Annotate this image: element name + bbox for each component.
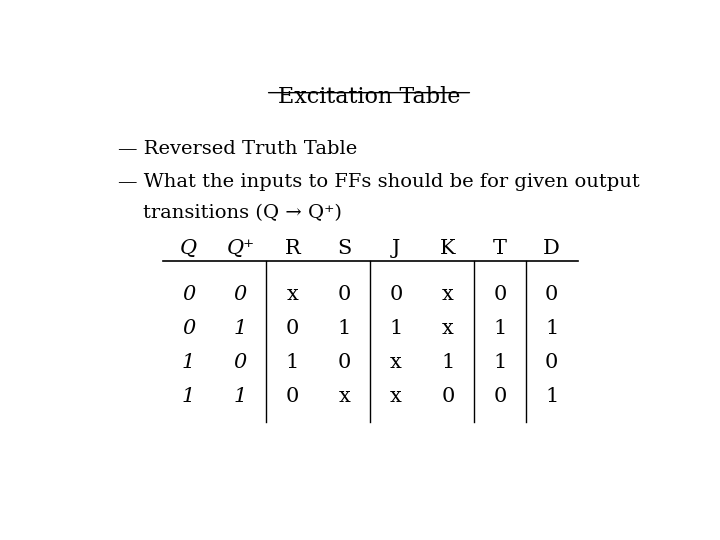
Text: 1: 1 bbox=[182, 387, 195, 406]
Text: 0: 0 bbox=[234, 285, 247, 304]
Text: 0: 0 bbox=[338, 353, 351, 372]
Text: S: S bbox=[337, 239, 351, 258]
Text: transitions (Q → Q⁺): transitions (Q → Q⁺) bbox=[118, 204, 342, 222]
Text: T: T bbox=[493, 239, 507, 258]
Text: Q⁺: Q⁺ bbox=[226, 239, 254, 258]
Text: 1: 1 bbox=[545, 319, 559, 338]
Text: 0: 0 bbox=[493, 285, 507, 304]
Text: 0: 0 bbox=[182, 285, 195, 304]
Text: 0: 0 bbox=[182, 319, 195, 338]
Text: x: x bbox=[390, 387, 402, 406]
Text: 0: 0 bbox=[441, 387, 454, 406]
Text: 1: 1 bbox=[286, 353, 299, 372]
Text: 1: 1 bbox=[338, 319, 351, 338]
Text: 0: 0 bbox=[545, 285, 559, 304]
Text: 0: 0 bbox=[493, 387, 507, 406]
Text: 0: 0 bbox=[286, 319, 299, 338]
Text: x: x bbox=[442, 285, 454, 304]
Text: 1: 1 bbox=[545, 387, 559, 406]
Text: — What the inputs to FFs should be for given output: — What the inputs to FFs should be for g… bbox=[118, 173, 639, 191]
Text: 0: 0 bbox=[286, 387, 299, 406]
Text: 1: 1 bbox=[390, 319, 402, 338]
Text: 0: 0 bbox=[234, 353, 247, 372]
Text: R: R bbox=[284, 239, 300, 258]
Text: D: D bbox=[544, 239, 560, 258]
Text: 0: 0 bbox=[545, 353, 559, 372]
Text: 1: 1 bbox=[182, 353, 195, 372]
Text: x: x bbox=[390, 353, 402, 372]
Text: K: K bbox=[440, 239, 456, 258]
Text: 0: 0 bbox=[390, 285, 402, 304]
Text: 1: 1 bbox=[234, 387, 247, 406]
Text: Excitation Table: Excitation Table bbox=[278, 85, 460, 107]
Text: Q: Q bbox=[180, 239, 197, 258]
Text: 1: 1 bbox=[493, 353, 507, 372]
Text: 0: 0 bbox=[338, 285, 351, 304]
Text: — Reversed Truth Table: — Reversed Truth Table bbox=[118, 140, 357, 158]
Text: 1: 1 bbox=[493, 319, 507, 338]
Text: x: x bbox=[287, 285, 298, 304]
Text: x: x bbox=[442, 319, 454, 338]
Text: x: x bbox=[338, 387, 350, 406]
Text: 1: 1 bbox=[234, 319, 247, 338]
Text: 1: 1 bbox=[441, 353, 454, 372]
Text: J: J bbox=[392, 239, 400, 258]
